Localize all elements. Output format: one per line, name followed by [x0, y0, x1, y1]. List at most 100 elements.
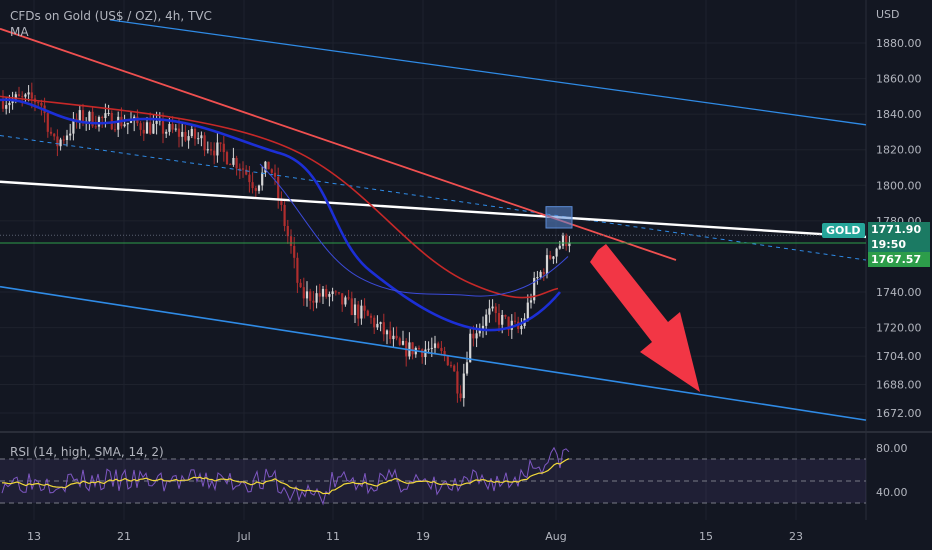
- candle-body: [552, 256, 555, 259]
- candle-body: [152, 123, 155, 134]
- price-tick-label: 1704.00: [876, 350, 922, 363]
- candle-body: [59, 139, 62, 147]
- channel-upper-line: [109, 19, 867, 126]
- candle-body: [110, 113, 113, 130]
- candle-body: [453, 365, 456, 372]
- forecast-down-arrow: [590, 244, 700, 392]
- candle-body: [469, 333, 472, 363]
- symbol-tag: GOLD: [822, 223, 865, 238]
- price-tick-label: 1860.00: [876, 73, 922, 86]
- candle-body: [478, 328, 481, 334]
- candle-body: [504, 314, 507, 317]
- candle-body: [165, 131, 168, 134]
- candle-body: [145, 122, 149, 134]
- time-axis[interactable]: 13 21 Jul 11 19 Aug 15 23: [27, 530, 803, 543]
- candle-body: [129, 120, 133, 123]
- price-tick-label: 1800.00: [876, 179, 922, 192]
- candle-body: [555, 248, 558, 257]
- candle-body: [465, 362, 469, 374]
- time-tick-label: 13: [27, 530, 41, 543]
- candle-body: [376, 323, 379, 328]
- candles: [1, 82, 571, 407]
- candle-body: [286, 225, 289, 237]
- candle-body: [305, 291, 309, 299]
- time-tick-label: Jul: [236, 530, 250, 543]
- rsi-tick-label: 40.00: [876, 486, 908, 499]
- candle-body: [398, 338, 401, 345]
- candle-body: [155, 120, 158, 124]
- candle-body: [264, 161, 267, 173]
- candle-body: [558, 245, 561, 249]
- price-tick-label: 1720.00: [876, 322, 922, 335]
- candle-body: [107, 113, 110, 115]
- key-level-line: [0, 180, 867, 239]
- candle-body: [289, 236, 293, 246]
- candle-body: [193, 128, 197, 139]
- candle-body: [270, 169, 273, 173]
- candle-body: [149, 122, 152, 134]
- candle-body: [488, 308, 491, 315]
- time-tick-label: 19: [416, 530, 430, 543]
- price-axis[interactable]: 1880.001860.001840.001820.001800.001780.…: [876, 37, 922, 499]
- candle-body: [357, 304, 360, 319]
- overlays: [0, 19, 867, 421]
- price-tick-label: 1880.00: [876, 37, 922, 50]
- candle-body: [296, 257, 299, 283]
- candle-body: [88, 111, 91, 122]
- candle-body: [53, 133, 56, 137]
- candle-body: [190, 128, 193, 137]
- candle-body: [334, 291, 337, 293]
- last-price-tag: 1771.90 19:50: [868, 222, 930, 253]
- candle-body: [417, 347, 421, 350]
- candle-body: [395, 335, 398, 339]
- candle-body: [363, 305, 366, 311]
- time-tick-label: Aug: [545, 530, 566, 543]
- candle-body: [235, 157, 238, 169]
- candle-body: [8, 102, 11, 106]
- fast-ma-line: [0, 98, 561, 332]
- slow-ma-line: [0, 95, 559, 299]
- candle-body: [181, 131, 184, 137]
- candle-body: [369, 315, 373, 318]
- ma-price-tag: 1767.57: [868, 252, 930, 267]
- thin-ma-line: [259, 163, 569, 297]
- chart-title: CFDs on Gold (US$ / OZ), 4h, TVC: [10, 9, 212, 23]
- channel-lower-line: [0, 285, 867, 421]
- candle-body: [299, 282, 302, 288]
- candle-body: [24, 94, 27, 97]
- candle-body: [475, 333, 478, 339]
- candle-body: [565, 235, 568, 247]
- candle-body: [440, 347, 443, 352]
- candle-body: [241, 168, 245, 170]
- candle-body: [113, 129, 117, 131]
- candle-body: [117, 116, 120, 130]
- candle-body: [27, 92, 30, 95]
- candle-body: [549, 255, 552, 259]
- candle-body: [177, 128, 181, 137]
- candle-body: [366, 310, 369, 316]
- last-price-value: 1771.90: [871, 223, 922, 236]
- rsi-label[interactable]: RSI (14, high, SMA, 14, 2): [10, 445, 164, 459]
- candle-body: [14, 94, 17, 100]
- candle-body: [312, 300, 315, 303]
- candle-body: [491, 306, 494, 309]
- candle-body: [542, 271, 545, 275]
- bar-countdown: 19:50: [871, 238, 907, 251]
- price-tick-label: 1740.00: [876, 286, 922, 299]
- candle-body: [328, 294, 331, 297]
- candle-body: [350, 298, 353, 316]
- candle-body: [200, 135, 203, 139]
- rsi-pane: [0, 446, 866, 506]
- candle-body: [225, 152, 229, 165]
- currency-label[interactable]: USD: [876, 8, 900, 21]
- grid-lines: [0, 0, 932, 520]
- candle-body: [65, 135, 69, 141]
- candle-body: [206, 149, 209, 151]
- rsi-tick-label: 80.00: [876, 442, 908, 455]
- candle-body: [331, 291, 334, 295]
- time-tick-label: 23: [789, 530, 803, 543]
- candle-body: [72, 118, 75, 134]
- indicator-ma-label[interactable]: MA: [10, 25, 29, 39]
- candle-body: [318, 293, 321, 297]
